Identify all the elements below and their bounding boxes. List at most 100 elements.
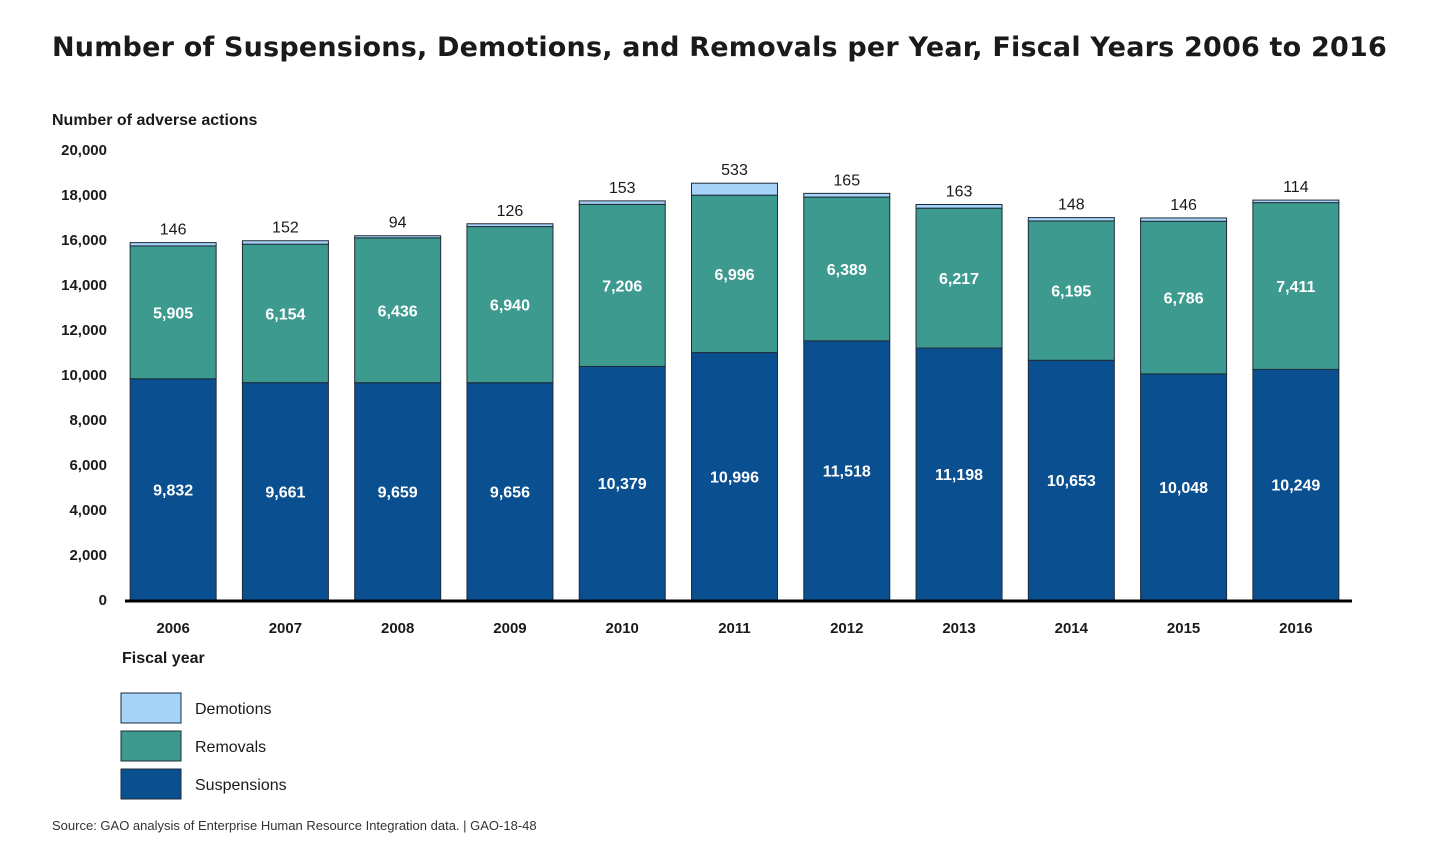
bar-removals [241,243,329,384]
x-tick-label: 2008 [381,620,414,637]
x-tick-label: 2010 [606,620,639,637]
data-label-removals: 6,154 [265,306,305,323]
y-axis: 0 2,000 4,000 6,000 8,000 10,000 12,000 14,000 1… [61,142,107,609]
data-label-suspensions: 11,518 [823,463,871,480]
data-label-removals: 7,206 [602,278,642,295]
bar-suspensions [915,347,1003,601]
data-label-removals: 6,436 [378,303,418,320]
bar-suspensions [803,340,891,601]
y-tick-label: 12,000 [61,322,107,339]
data-label-demotions: 165 [833,172,860,189]
legend-swatch-demotions [120,692,182,724]
x-tick-label: 2013 [942,620,975,637]
bar-demotions [1027,217,1115,222]
x-tick-label: 2014 [1055,620,1089,637]
chart-title: Number of Suspensions, Demotions, and Re… [52,32,1387,63]
bar-demotions [691,182,778,196]
data-label-suspensions: 10,379 [598,476,647,493]
x-tick-label: 2011 [718,620,751,637]
data-label-demotions: 126 [497,203,524,220]
data-label-demotions: 152 [272,220,299,237]
data-label-removals: 6,217 [939,271,979,288]
bar-demotions [1252,199,1340,204]
x-tick-label: 2012 [830,620,863,637]
bar-suspensions [241,382,329,601]
bar-removals [578,203,666,367]
legend-swatch-removals [120,730,182,762]
y-tick-label: 14,000 [61,277,107,294]
bar-demotions [354,235,442,239]
bar-removals [354,237,442,384]
x-tick-label: 2009 [493,620,526,637]
bar-demotions [915,203,1003,209]
y-tick-label: 4,000 [69,502,107,519]
data-label-demotions: 533 [721,162,748,179]
x-tick-label: 2007 [269,620,302,637]
source-note: Source: GAO analysis of Enterprise Human… [52,818,537,833]
y-tick-label: 6,000 [69,457,107,474]
data-label-demotions: 163 [946,183,973,200]
data-label-demotions: 146 [1170,197,1197,214]
data-label-demotions: 94 [389,215,407,232]
bar-removals [803,196,891,342]
bar-suspensions [578,365,666,601]
bar-removals [1252,202,1340,370]
legend-label-suspensions: Suspensions [195,777,287,794]
bar-removals [466,226,554,384]
bar-demotions [578,200,666,205]
legend-label-demotions: Demotions [195,701,271,718]
x-axis: 2006 2007 2008 2009 2010 2011 2012 2013 2014 2015… [125,599,1352,637]
bars-layer: 9,832 5,905 146 9,661 6,154 152 9,659 6,436 94 9,… [129,162,1340,601]
x-tick-label: 2016 [1279,620,1312,637]
data-label-removals: 6,389 [827,262,867,279]
bar-suspensions [1027,359,1115,601]
bar-removals [1140,220,1228,375]
bar-demotions [803,192,891,198]
legend-label-removals: Removals [195,739,266,756]
data-label-removals: 5,905 [153,305,193,322]
data-label-removals: 6,195 [1051,284,1091,301]
legend: Demotions Removals Suspensions [120,692,287,800]
bar-suspensions [129,378,217,601]
data-label-suspensions: 9,661 [265,484,305,501]
data-label-suspensions: 10,249 [1271,478,1320,495]
bar-demotions [466,223,554,228]
y-tick-label: 10,000 [61,367,107,384]
bar-removals [915,207,1003,349]
bar-suspensions [466,382,554,601]
y-tick-label: 2,000 [69,547,107,564]
bar-removals [1027,220,1115,361]
data-label-removals: 6,940 [490,298,530,315]
data-label-suspensions: 9,832 [153,482,193,499]
data-label-suspensions: 11,198 [935,467,983,484]
legend-swatch-suspensions [120,768,182,800]
data-label-demotions: 114 [1283,179,1309,196]
data-label-suspensions: 9,656 [490,484,530,501]
y-tick-label: 20,000 [61,142,107,159]
x-axis-title: Fiscal year [122,650,205,667]
bar-removals [691,194,778,354]
x-tick-label: 2006 [156,620,189,637]
data-label-demotions: 146 [160,222,187,239]
y-tick-label: 16,000 [61,232,107,249]
data-label-suspensions: 10,996 [710,469,759,486]
data-label-demotions: 148 [1058,197,1085,214]
bar-suspensions [1140,373,1228,601]
data-label-removals: 6,996 [714,267,754,284]
bar-demotions [241,240,329,245]
bar-demotions [129,242,217,247]
y-tick-label: 0 [99,592,107,609]
data-label-suspensions: 10,048 [1159,480,1208,497]
data-label-removals: 6,786 [1164,291,1204,308]
data-label-suspensions: 10,653 [1047,473,1096,490]
bar-demotions [1140,217,1228,222]
data-label-removals: 7,411 [1276,279,1315,296]
bar-suspensions [1252,368,1340,601]
y-tick-label: 8,000 [69,412,107,429]
y-tick-label: 18,000 [61,187,107,204]
data-label-demotions: 153 [609,180,636,197]
data-label-suspensions: 9,659 [378,484,418,501]
x-tick-label: 2015 [1167,620,1200,637]
y-axis-title: Number of adverse actions [52,112,258,129]
